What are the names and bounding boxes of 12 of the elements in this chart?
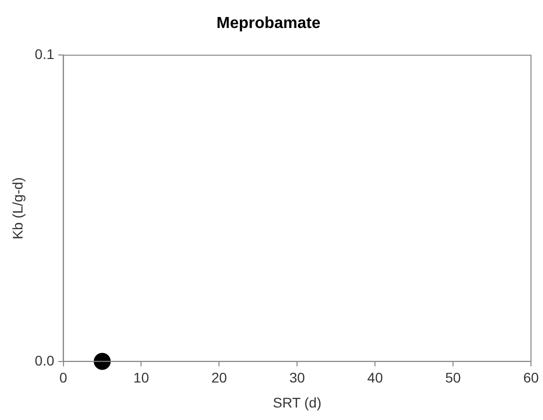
chart-title: Meprobamate	[216, 15, 321, 32]
x-tick-label: 50	[445, 370, 462, 386]
y-tick-label: 0.0	[34, 352, 54, 368]
y-tick-label: 0.1	[34, 46, 54, 62]
x-tick-label: 60	[523, 370, 539, 386]
y-axis-title: Kb (L/g-d)	[9, 177, 26, 240]
x-tick-label: 30	[289, 370, 306, 386]
x-tick-label: 0	[59, 370, 68, 386]
x-tick-label: 20	[211, 370, 228, 386]
x-tick-label: 10	[133, 370, 150, 386]
x-tick-label: 40	[367, 370, 384, 386]
x-axis-title: SRT (d)	[272, 394, 322, 410]
